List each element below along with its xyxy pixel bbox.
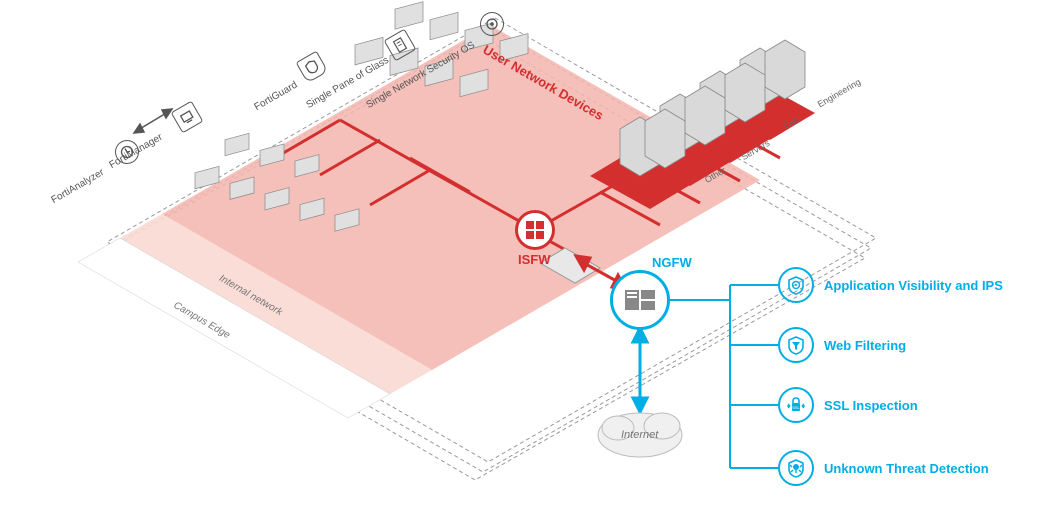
feature-label-0: Application Visibility and IPS [824, 278, 1003, 293]
ssl-icon: SSL [778, 387, 814, 423]
app-ips-icon [778, 267, 814, 303]
feature-connectors [670, 285, 778, 468]
threat-icon [778, 450, 814, 486]
feature-web-filter: Web Filtering [778, 327, 906, 363]
isfw-node [515, 210, 555, 250]
web-filter-icon [778, 327, 814, 363]
feature-threat: Unknown Threat Detection [778, 450, 989, 486]
ngfw-label: NGFW [652, 255, 692, 270]
mgmt-arrow [134, 109, 172, 133]
internet-label: Internet [621, 429, 658, 441]
svg-text:SSL: SSL [792, 405, 800, 410]
isfw-label: ISFW [518, 252, 551, 267]
feature-ssl: SSL SSL Inspection [778, 387, 918, 423]
firewall-icon [622, 282, 658, 318]
network-diagram: FortiAnalyzer FortiManager FortiGuard Si… [0, 0, 1050, 506]
feature-label-2: SSL Inspection [824, 398, 918, 413]
feature-label-3: Unknown Threat Detection [824, 461, 989, 476]
feature-app-ips: Application Visibility and IPS [778, 267, 1003, 303]
feature-label-1: Web Filtering [824, 338, 906, 353]
ngfw-internet-arrow [633, 328, 647, 412]
ngfw-node [610, 270, 670, 330]
